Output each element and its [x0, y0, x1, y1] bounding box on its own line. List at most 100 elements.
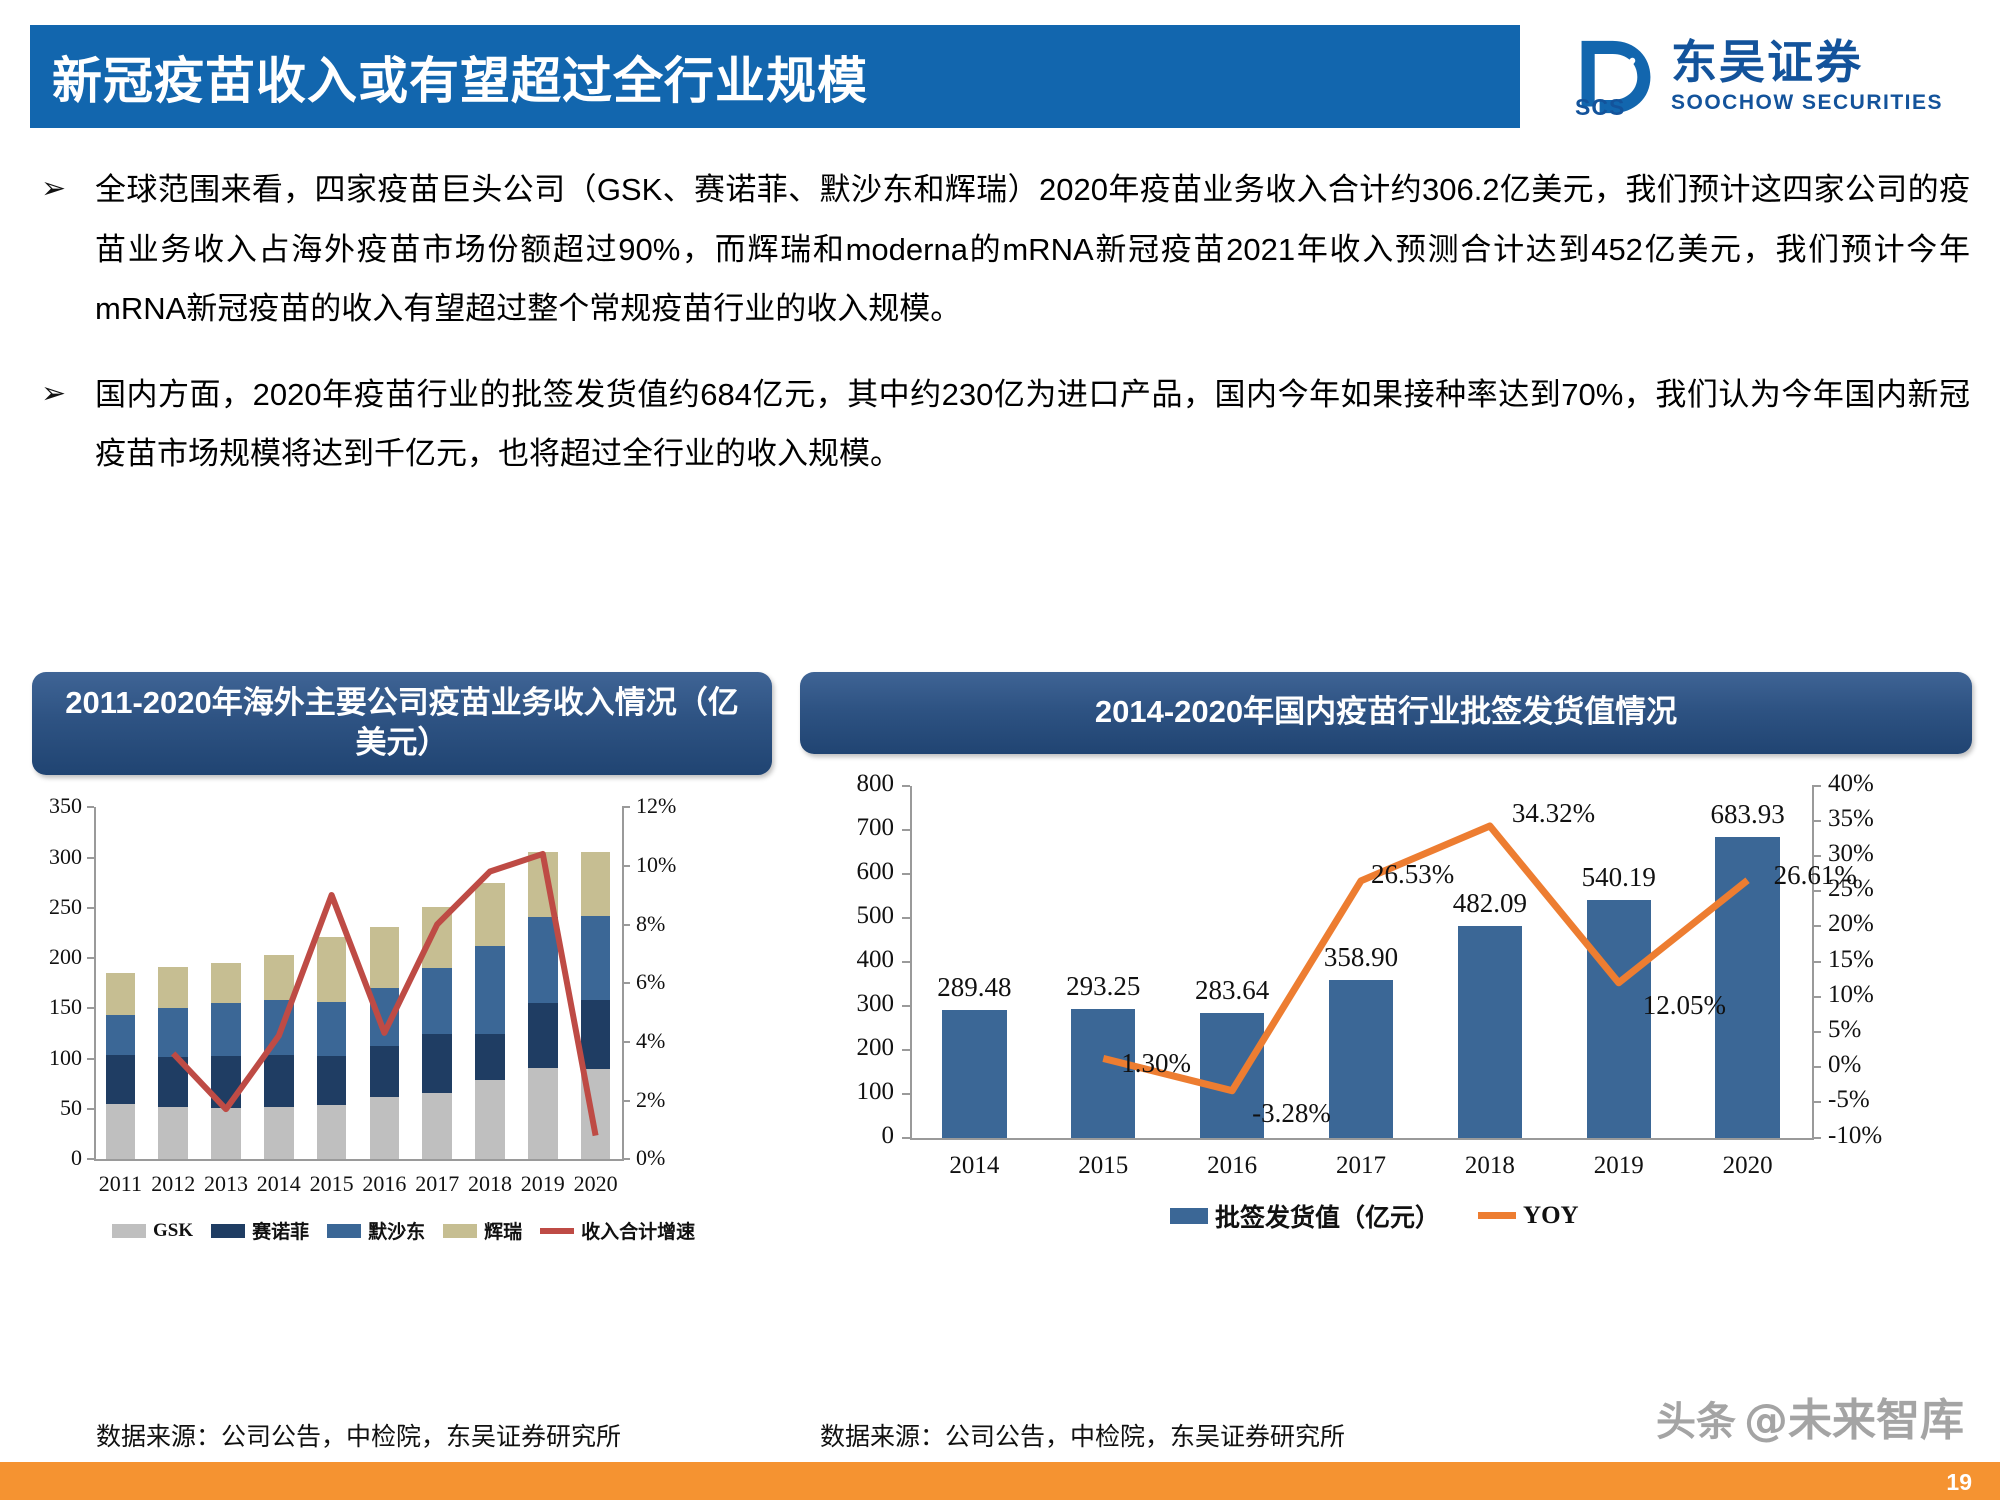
chart-legend: GSK 赛诺菲 默沙东 辉瑞 收入合计增速: [112, 1217, 713, 1244]
y-axis-tick: [902, 784, 910, 787]
bullet-text: 国内方面，2020年疫苗行业的批签发货值约684亿元，其中约230亿为进口产品，…: [95, 376, 1970, 472]
soochow-logo-icon: [1575, 36, 1657, 118]
y2-axis-tick: [1812, 819, 1821, 822]
y2-axis-tick: [1812, 890, 1821, 893]
logo-abbr: SCS: [1575, 94, 1626, 120]
legend-swatch: [1170, 1207, 1208, 1224]
y-axis-label: 50: [60, 1095, 82, 1121]
bar-segment-辉瑞: [475, 882, 505, 947]
bar-segment-默沙东: [475, 946, 505, 1034]
bullet-arrow-icon: ➢: [41, 171, 67, 206]
y-axis-label: 200: [856, 1033, 895, 1061]
y-axis-tick: [87, 806, 94, 809]
legend-item-GSK: GSK: [112, 1220, 193, 1242]
bar-segment-默沙东: [580, 915, 611, 1001]
y-axis-tick: [902, 1004, 910, 1007]
x-axis-label: 2013: [203, 1171, 248, 1197]
y2-axis-tick: [622, 1158, 630, 1161]
y2-axis-label: 0%: [636, 1145, 666, 1171]
bar-value-label: 283.64: [1195, 974, 1270, 1005]
y2-axis-tick: [1812, 1136, 1821, 1139]
legend-item-yoy: YOY: [1458, 1202, 1579, 1230]
legend-item-batch-release: 批签发货值（亿元）: [1170, 1198, 1440, 1234]
x-axis-label: 2020: [1722, 1151, 1773, 1179]
watermark: 头条 @未来智库: [1656, 1384, 1964, 1448]
bar-2017: [1328, 979, 1394, 1138]
bar-segment-GSK: [105, 1104, 136, 1160]
bar-segment-GSK: [528, 1067, 558, 1160]
x-axis-label: 2017: [1335, 1151, 1386, 1179]
y2-axis-label: 10%: [1828, 980, 1874, 1008]
slide-header-bar: 新冠疫苗收入或有望超过全行业规模: [30, 25, 1520, 128]
legend-swatch: [443, 1223, 478, 1238]
x-axis-line: [910, 1137, 1814, 1140]
legend-swatch: [327, 1223, 362, 1238]
yoy-value-label: 26.61%: [1773, 859, 1857, 890]
y-axis-tick: [87, 1007, 94, 1010]
y2-axis-tick: [622, 806, 630, 809]
y2-axis-label: 0%: [1828, 1051, 1862, 1079]
bar-segment-GSK: [158, 1107, 188, 1160]
y-axis-line: [94, 807, 96, 1160]
bar-segment-GSK: [422, 1092, 452, 1160]
y-axis-tick: [902, 1048, 910, 1051]
x-axis-label: 2018: [1464, 1151, 1515, 1179]
bar-2016: [1199, 1012, 1265, 1138]
y2-axis-tick: [1812, 925, 1821, 928]
bar-2019: [1586, 899, 1651, 1138]
page-title: 新冠疫苗收入或有望超过全行业规模: [52, 52, 868, 109]
legend-label: 赛诺菲: [252, 1222, 310, 1244]
y2-axis-label: 12%: [636, 793, 677, 819]
y2-axis-label: 25%: [1828, 875, 1874, 903]
y-axis-label: 150: [49, 994, 82, 1020]
legend-label: 收入合计增速: [581, 1222, 696, 1244]
watermark-text: @未来智库: [1744, 1395, 1964, 1446]
chart-domestic-batch-release: 0 100 200 300 400 500 600 700 800 -10% -5% 0% 5% 10% 1…: [800, 768, 1972, 1238]
x-axis-label: 2018: [467, 1171, 512, 1197]
x-axis-label: 2017: [415, 1171, 460, 1197]
bar-value-label: 289.48: [937, 972, 1012, 1003]
bar-segment-赛诺菲: [316, 1055, 347, 1106]
y-axis-label: 800: [856, 769, 895, 797]
chart-overseas-vaccine-revenue: 0 50 100 150 200 250 300 350 0% 2% 4% 6% 8% 10% 12% 201…: [32, 789, 772, 1259]
legend-swatch: [112, 1223, 146, 1238]
y2-axis-label: 35%: [1828, 804, 1874, 832]
chart-panel-overseas: 2011-2020年海外主要公司疫苗业务收入情况（亿美元） 0 50 100 150 2…: [32, 672, 772, 1259]
y2-axis-label: 40%: [1828, 769, 1874, 797]
y-axis-label: 200: [49, 944, 82, 970]
y2-axis-tick: [1812, 784, 1821, 787]
bar-segment-赛诺菲: [105, 1054, 136, 1104]
x-axis-label: 2019: [520, 1171, 565, 1197]
yoy-value-label: -3.28%: [1252, 1098, 1331, 1129]
source-note-left: 数据来源：公司公告，中检院，东吴证券研究所: [96, 1423, 622, 1451]
x-axis-label: 2014: [256, 1171, 301, 1197]
legend-label: 批签发货值（亿元）: [1215, 1204, 1441, 1232]
legend-swatch: [211, 1223, 246, 1238]
y-axis-label: 100: [49, 1044, 82, 1070]
bar-segment-赛诺菲: [264, 1054, 294, 1108]
chart-line-layer: [171, 851, 599, 1137]
bar-segment-默沙东: [528, 916, 558, 1004]
y-axis-label: 100: [856, 1077, 895, 1105]
bar-segment-赛诺菲: [422, 1033, 452, 1093]
bar-2018: [1457, 925, 1523, 1138]
logo-company-name-cn: 东吴证券: [1671, 35, 1863, 88]
bar-segment-赛诺菲: [475, 1033, 505, 1080]
bar-segment-辉瑞: [105, 973, 136, 1015]
y-axis-tick: [902, 872, 910, 875]
chart-line-layer: [1102, 822, 1750, 1094]
bar-segment-辉瑞: [264, 955, 294, 1001]
bullet-list: ➢ 全球范围来看，四家疫苗巨头公司（GSK、赛诺菲、默沙东和辉瑞）2020年疫苗…: [35, 160, 1970, 510]
x-axis-label: 2012: [151, 1171, 196, 1197]
yoy-value-label: 12.05%: [1642, 990, 1726, 1021]
bar-2015: [1071, 1008, 1136, 1138]
y-axis-label: 250: [49, 893, 82, 919]
legend-label: GSK: [153, 1219, 194, 1241]
y-axis-tick: [87, 1057, 94, 1060]
y2-axis-label: 4%: [636, 1028, 666, 1053]
bar-segment-默沙东: [316, 1002, 347, 1056]
bar-value-label: 293.25: [1066, 970, 1141, 1001]
y-axis-label: 0: [881, 1121, 895, 1149]
chart-title-overseas: 2011-2020年海外主要公司疫苗业务收入情况（亿美元）: [32, 672, 772, 776]
page-number: 19: [1946, 1469, 1972, 1495]
